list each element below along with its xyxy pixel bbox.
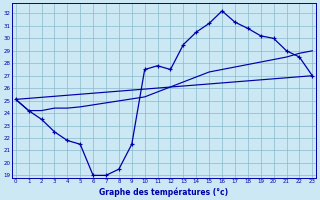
X-axis label: Graphe des températures (°c): Graphe des températures (°c) (100, 187, 228, 197)
